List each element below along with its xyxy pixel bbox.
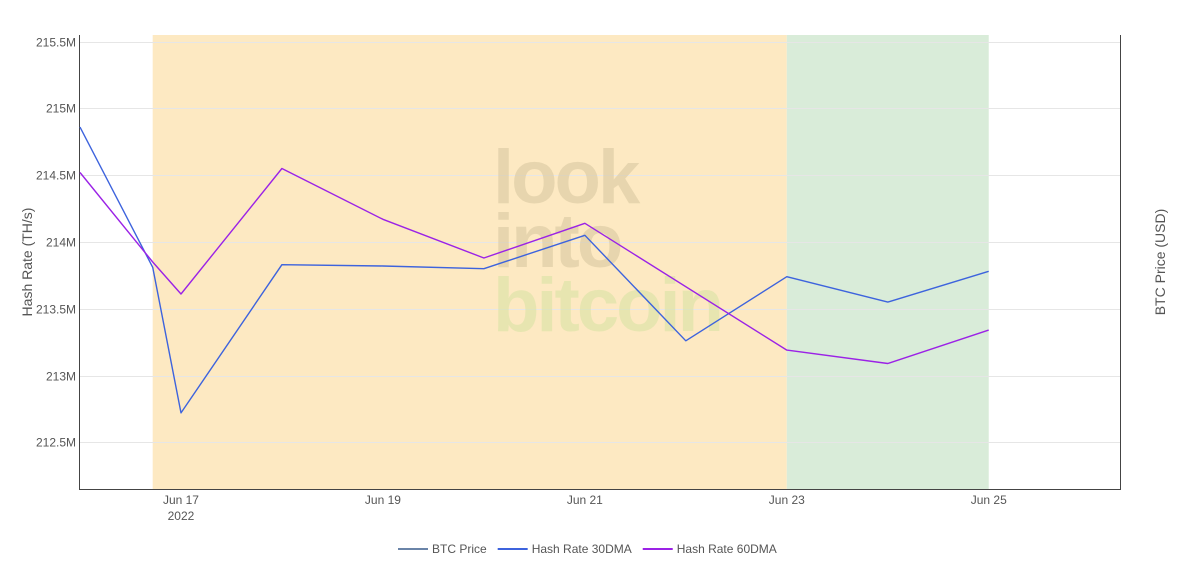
legend-label: BTC Price bbox=[432, 542, 487, 556]
y-tick-label: 212.5M bbox=[36, 436, 76, 450]
shaded-region-1 bbox=[152, 35, 787, 489]
x-tick-label: Jun 17 bbox=[163, 493, 199, 507]
watermark-line: look bbox=[493, 135, 641, 220]
axes-layer: Hash Rate (TH/s) BTC Price (USD) bbox=[19, 35, 1168, 490]
watermark-line: bitcoin bbox=[493, 263, 721, 348]
legend-item-btc-price[interactable]: BTC Price bbox=[398, 542, 487, 556]
y-tick-label: 213M bbox=[46, 370, 76, 384]
y-tick-label: 215.5M bbox=[36, 36, 76, 50]
x-tick-label: Jun 19 bbox=[365, 493, 401, 507]
x-year-label: 2022 bbox=[168, 509, 195, 523]
y-tick-label: 214.5M bbox=[36, 169, 76, 183]
legend-item-hash-rate-60dma[interactable]: Hash Rate 60DMA bbox=[642, 542, 777, 556]
tick-labels-layer: 212.5M 213M 213.5M 214M 214.5M 215M 215.5M Jun … bbox=[36, 36, 1007, 524]
y-tick-label: 214M bbox=[46, 236, 76, 250]
y-axis-left-title: Hash Rate (TH/s) bbox=[19, 208, 35, 317]
legend-label: Hash Rate 30DMA bbox=[532, 542, 632, 556]
y-tick-label: 213.5M bbox=[36, 303, 76, 317]
grid-layer bbox=[80, 42, 1120, 443]
x-tick-label: Jun 23 bbox=[769, 493, 805, 507]
y-tick-label: 215M bbox=[46, 102, 76, 116]
watermark-line: into bbox=[493, 199, 621, 284]
y-axis-right-title: BTC Price (USD) bbox=[1152, 209, 1168, 316]
x-tick-label: Jun 25 bbox=[971, 493, 1007, 507]
legend-label: Hash Rate 60DMA bbox=[677, 542, 777, 556]
series-line-hash-rate-30dma bbox=[79, 126, 989, 414]
series-line-hash-rate-60dma bbox=[79, 167, 989, 365]
x-tick-label: Jun 21 bbox=[567, 493, 603, 507]
shaded-region-2 bbox=[786, 35, 989, 489]
legend-item-hash-rate-30dma[interactable]: Hash Rate 30DMA bbox=[497, 542, 632, 556]
legend[interactable]: BTC Price Hash Rate 30DMA Hash Rate 60DMA bbox=[398, 542, 777, 556]
series-layer bbox=[79, 126, 989, 414]
shaded-regions-layer bbox=[152, 35, 989, 489]
